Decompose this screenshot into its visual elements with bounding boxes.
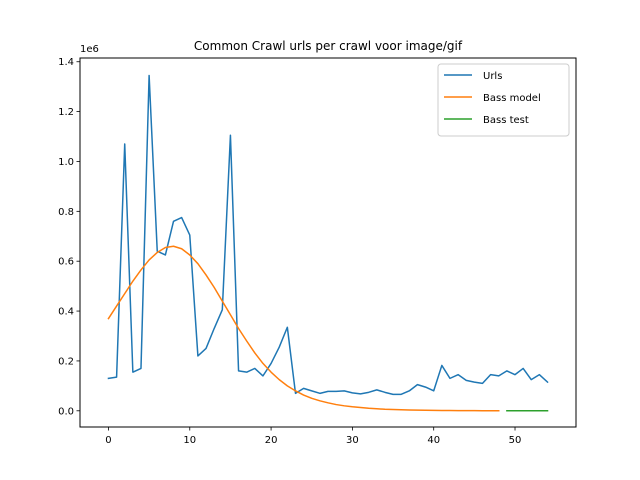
legend-label: Urls	[483, 71, 502, 82]
y-tick-label: 1.4	[58, 57, 74, 68]
y-tick-label: 0.4	[58, 307, 74, 318]
y-tick-label: 0.2	[58, 356, 74, 367]
legend: Urls Bass model Bass test	[437, 63, 570, 137]
series-line-urls	[107, 74, 549, 396]
y-tick-label: 1.2	[58, 107, 74, 118]
legend-label: Bass test	[483, 115, 529, 126]
series-line-bass-model	[107, 245, 500, 412]
plot-area	[107, 74, 549, 412]
y-tick-label: 1.0	[58, 157, 74, 168]
y-tick-label: 0.8	[58, 207, 74, 218]
y-tick-label: 0.0	[58, 406, 74, 417]
y-tick-label: 0.6	[58, 257, 74, 268]
x-tick-label: 10	[183, 435, 196, 446]
x-tick-label: 40	[427, 435, 440, 446]
x-tick-label: 20	[265, 435, 278, 446]
x-tick-label: 30	[346, 435, 359, 446]
x-tick-label: 50	[509, 435, 522, 446]
legend-label: Bass model	[483, 93, 541, 104]
x-tick-label: 0	[105, 435, 111, 446]
axes-frame	[79, 57, 577, 428]
legend-box	[437, 63, 570, 137]
y-axis-offset-label: 1e6	[80, 44, 99, 55]
chart-title: Common Crawl urls per crawl voor image/g…	[194, 39, 463, 53]
